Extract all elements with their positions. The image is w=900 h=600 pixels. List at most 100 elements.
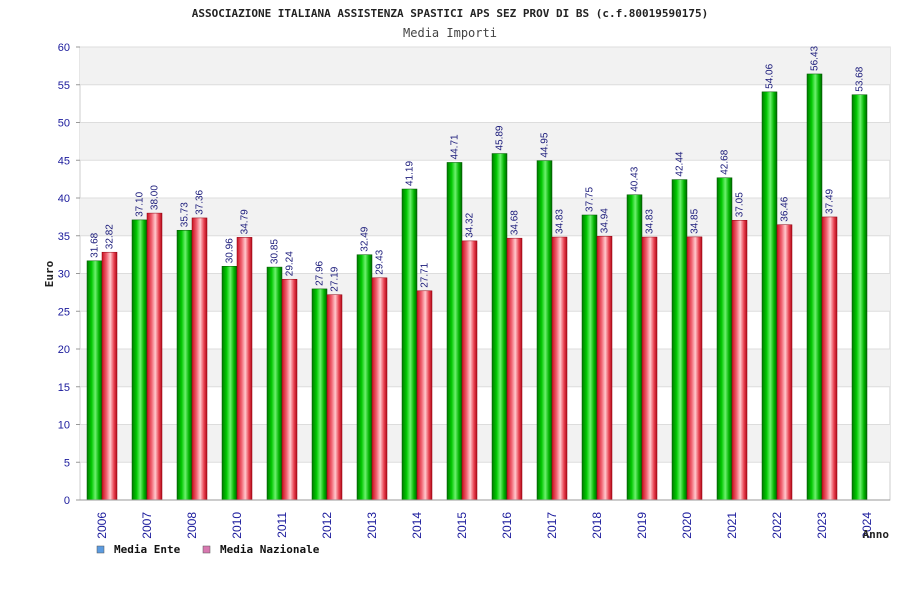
data-label: 30.85 [270,239,281,264]
y-tick-label: 20 [58,344,70,356]
data-label: 34.79 [240,209,251,234]
bar-media-nazionale-2023 [821,216,838,501]
data-label: 27.19 [330,266,341,291]
data-label: 34.83 [555,209,566,234]
data-label: 29.43 [375,249,386,274]
bar-media-nazionale-2012 [326,294,343,501]
legend-label-media-nazionale: Media Nazionale [220,543,320,556]
data-label: 37.10 [135,191,146,216]
x-tick-label: 2016 [500,512,514,539]
y-tick-label: 50 [58,118,70,130]
legend-label-media-ente: Media Ente [114,543,181,556]
grid-band [80,349,890,387]
bar-media-nazionale-2006 [101,251,118,501]
y-axis-label: Euro [43,260,56,287]
bar-media-nazionale-2014 [416,290,433,501]
y-axis: 0 5 10 15 20 25 30 35 40 45 50 55 60 [58,42,80,507]
bar-media-ente-2022 [761,91,778,501]
data-label: 32.49 [360,226,371,251]
chart-title: ASSOCIAZIONE ITALIANA ASSISTENZA SPASTIC… [192,7,709,20]
bar-media-nazionale-2013 [371,277,388,501]
data-label: 42.44 [675,151,686,176]
bar-media-ente-2006 [86,260,103,501]
data-label: 36.46 [780,196,791,221]
x-tick-label: 2023 [815,512,829,539]
data-label: 34.85 [690,208,701,233]
bar-media-ente-2013 [356,254,373,501]
data-label: 27.96 [315,260,326,285]
x-tick-label: 2022 [770,512,784,539]
bar-media-ente-2011 [266,266,283,501]
bar-media-ente-2024 [851,94,868,501]
legend: Media Ente Media Nazionale [96,543,320,556]
y-tick-label: 15 [58,382,70,394]
x-axis: 2006 2007 2008 2010 2011 2012 2013 2014 2015 2016… [80,499,890,539]
bar-media-ente-2007 [131,219,148,501]
x-tick-label: 2020 [680,512,694,539]
data-label: 34.68 [510,210,521,235]
data-label: 37.05 [735,192,746,217]
bar-media-nazionale-2017 [551,236,568,501]
x-tick-label: 2010 [230,512,244,539]
grid-band [80,198,890,236]
bar-media-nazionale-2007 [146,212,163,501]
grid-band [80,122,890,161]
data-label: 37.49 [825,188,836,213]
bar-media-nazionale-2016 [506,237,523,501]
bar-media-nazionale-2022 [776,224,793,501]
bar-media-ente-2019 [626,194,643,501]
x-tick-label: 2008 [185,512,199,539]
bar-media-ente-2008 [176,229,193,501]
x-tick-label: 2014 [410,512,424,539]
data-label: 44.95 [540,132,551,157]
x-tick-label: 2007 [140,512,154,539]
bar-media-nazionale-2010 [236,237,253,501]
bar-media-ente-2010 [221,266,238,501]
data-label: 34.32 [465,212,476,237]
legend-swatch-media-nazionale [202,545,211,554]
data-label: 45.89 [495,125,506,150]
bar-media-ente-2020 [671,179,688,501]
x-tick-label: 2011 [275,512,289,538]
data-label: 54.06 [765,63,776,88]
bar-media-nazionale-2019 [641,236,658,501]
data-label: 37.75 [585,187,596,212]
bar-media-nazionale-2021 [731,220,748,501]
legend-swatch-media-ente [96,545,105,554]
data-label: 38.00 [150,185,161,210]
data-label: 32.82 [105,224,116,249]
y-tick-label: 25 [58,306,70,318]
bar-media-ente-2023 [806,73,823,501]
y-tick-label: 40 [58,193,70,205]
x-tick-label: 2018 [590,512,604,539]
y-tick-label: 0 [64,495,70,507]
bar-media-ente-2016 [491,153,508,501]
bar-media-nazionale-2011 [281,278,298,501]
data-label: 56.43 [810,45,821,70]
data-label: 41.19 [405,161,416,186]
data-label: 37.36 [195,189,206,214]
grid-band [80,424,890,463]
y-tick-label: 10 [58,420,70,432]
x-tick-label: 2021 [725,512,739,539]
y-tick-label: 55 [58,80,70,92]
data-label: 53.68 [855,66,866,91]
y-tick-label: 60 [58,42,70,54]
bar-media-ente-2021 [716,177,733,501]
x-axis-label: Anno [863,528,890,541]
y-tick-label: 35 [58,231,70,243]
grid-band [80,273,890,312]
bar-media-ente-2015 [446,162,463,501]
y-tick-label: 5 [64,457,70,469]
grid-band [80,47,890,85]
bar-media-nazionale-2015 [461,240,478,501]
data-label: 40.43 [630,166,641,191]
bar-media-nazionale-2018 [596,235,613,501]
x-tick-label: 2017 [545,512,559,539]
x-tick-label: 2019 [635,512,649,539]
bar-media-nazionale-2008 [191,217,208,501]
y-tick-label: 30 [58,269,70,281]
data-label: 34.94 [600,208,611,233]
x-tick-label: 2012 [320,512,334,539]
